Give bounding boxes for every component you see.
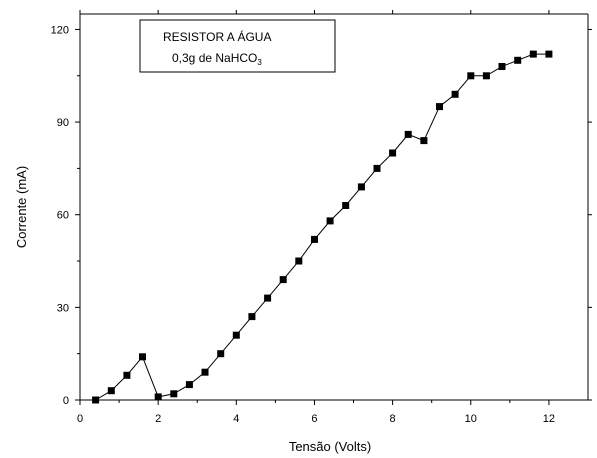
data-point: [357, 183, 365, 191]
x-tick-label: 6: [311, 413, 317, 425]
legend-frame: [139, 19, 336, 73]
data-point: [139, 353, 146, 361]
data-point: [107, 387, 115, 395]
data-point: [311, 235, 318, 243]
data-point: [342, 202, 350, 209]
x-tick-label: 2: [155, 413, 161, 425]
data-point: [529, 50, 537, 58]
y-tick-label: 0: [63, 395, 69, 407]
data-point: [295, 257, 303, 265]
data-point: [545, 50, 553, 58]
data-point: [373, 164, 381, 172]
data-point: [232, 331, 240, 339]
data-point: [389, 149, 397, 157]
y-axis-label: Corrente (mA): [14, 166, 29, 248]
data-point: [514, 56, 522, 64]
data-point: [201, 368, 209, 376]
ticks: [75, 10, 592, 405]
legend-line-2-subscript: 3: [257, 58, 262, 67]
legend-line-1: RESISTOR A ÁGUA: [163, 29, 271, 44]
data-point: [482, 72, 490, 80]
data-point: [404, 130, 412, 138]
y-tick-label: 120: [51, 24, 69, 36]
data-point: [279, 276, 287, 284]
x-axis-label: Tensão (Volts): [289, 439, 371, 454]
y-tick-label: 60: [57, 210, 69, 222]
x-tick-label: 0: [77, 413, 83, 425]
y-tick-label: 90: [57, 117, 69, 129]
x-tick-label: 12: [543, 413, 555, 425]
legend-box: RESISTOR A ÁGUA 0,3g de NaHCO3: [139, 19, 336, 73]
data-point: [170, 390, 178, 398]
data-point: [451, 90, 459, 98]
legend-line-2: 0,3g de NaHCO3: [172, 51, 262, 67]
data-point: [326, 217, 334, 225]
data-point: [154, 393, 162, 401]
series-line-path: [95, 53, 549, 401]
data-point: [217, 350, 225, 358]
data-point: [123, 371, 131, 379]
series-markers: [92, 50, 553, 404]
data-point: [436, 103, 443, 111]
x-tick-label: 10: [465, 413, 477, 425]
data-point: [420, 137, 428, 145]
data-point: [248, 313, 256, 321]
data-point: [264, 294, 272, 302]
data-point: [92, 396, 100, 404]
x-tick-label: 4: [233, 413, 239, 425]
legend-line-2-main: 0,3g de NaHCO: [172, 51, 257, 65]
data-point: [467, 72, 475, 80]
x-tick-label: 8: [390, 413, 396, 425]
data-point: [498, 63, 506, 70]
data-point: [185, 381, 193, 389]
series-line: [95, 53, 549, 401]
y-tick-label: 30: [57, 302, 69, 314]
